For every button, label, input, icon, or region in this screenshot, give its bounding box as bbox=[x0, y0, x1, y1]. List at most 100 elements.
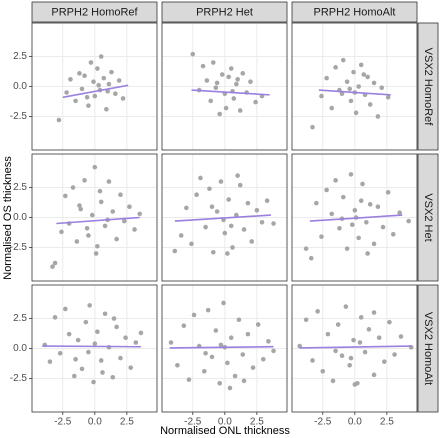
fit-line bbox=[169, 345, 274, 349]
point bbox=[330, 378, 336, 384]
point bbox=[89, 212, 95, 218]
point bbox=[56, 117, 62, 123]
x-tick-label: 2.5 bbox=[380, 417, 394, 428]
point bbox=[241, 227, 247, 232]
row-strip-label: VSX2 HomoAlt bbox=[422, 312, 434, 385]
point bbox=[208, 98, 214, 104]
point bbox=[364, 219, 369, 225]
point bbox=[310, 358, 315, 363]
point bbox=[303, 246, 309, 251]
point bbox=[74, 239, 80, 244]
row-strip-label: VSX2 HomoRef bbox=[422, 48, 434, 127]
point bbox=[235, 173, 240, 178]
point bbox=[245, 331, 251, 337]
point bbox=[260, 356, 266, 362]
point bbox=[79, 86, 85, 92]
point bbox=[84, 225, 90, 231]
x-tick-label: 2.5 bbox=[120, 417, 134, 428]
point bbox=[357, 340, 363, 345]
point bbox=[352, 208, 358, 213]
point bbox=[351, 337, 356, 343]
x-tick-label: -2.5 bbox=[54, 417, 72, 428]
point bbox=[128, 365, 134, 370]
point bbox=[116, 78, 122, 83]
point bbox=[91, 379, 96, 385]
point bbox=[98, 54, 104, 59]
point bbox=[356, 84, 361, 89]
point bbox=[375, 204, 381, 210]
point bbox=[95, 243, 100, 249]
point bbox=[83, 319, 89, 325]
point bbox=[88, 60, 94, 65]
point bbox=[78, 206, 84, 212]
point bbox=[248, 79, 253, 85]
point bbox=[375, 114, 381, 119]
point bbox=[371, 310, 377, 315]
point bbox=[387, 319, 392, 325]
point bbox=[210, 249, 216, 255]
point bbox=[385, 94, 391, 100]
row-strip bbox=[417, 284, 439, 413]
point bbox=[352, 382, 358, 387]
point bbox=[209, 354, 215, 360]
fit-line bbox=[299, 345, 412, 349]
column-strip bbox=[291, 1, 418, 23]
point bbox=[184, 205, 189, 211]
point bbox=[379, 85, 385, 90]
point bbox=[337, 225, 342, 231]
point bbox=[347, 86, 352, 92]
point bbox=[219, 72, 225, 77]
point bbox=[333, 348, 338, 354]
point bbox=[186, 377, 192, 382]
point bbox=[353, 110, 359, 116]
point bbox=[392, 352, 397, 357]
point bbox=[382, 359, 387, 364]
point bbox=[390, 231, 396, 237]
row-strip-label: VSX2 Het bbox=[422, 193, 434, 241]
y-tick-label: 2.5 bbox=[13, 313, 27, 324]
x-tick-label: 0.0 bbox=[348, 417, 362, 428]
point bbox=[241, 378, 247, 384]
fit-line bbox=[191, 89, 270, 96]
point bbox=[371, 80, 377, 86]
point bbox=[172, 248, 178, 254]
point bbox=[64, 90, 69, 95]
point bbox=[214, 80, 220, 86]
point bbox=[102, 311, 108, 317]
point bbox=[97, 188, 103, 194]
point bbox=[63, 306, 68, 312]
point bbox=[221, 300, 226, 306]
point bbox=[271, 221, 276, 226]
x-tick-label: 0.0 bbox=[88, 417, 102, 428]
point bbox=[351, 69, 356, 75]
point bbox=[50, 264, 55, 269]
point bbox=[255, 322, 261, 327]
point bbox=[203, 350, 208, 356]
point bbox=[236, 317, 242, 323]
point bbox=[398, 334, 404, 339]
point bbox=[210, 60, 216, 65]
point bbox=[225, 360, 230, 366]
point bbox=[91, 79, 96, 85]
point bbox=[340, 57, 346, 63]
point bbox=[118, 355, 123, 361]
point bbox=[86, 103, 91, 108]
point bbox=[137, 211, 142, 217]
point bbox=[106, 179, 112, 184]
point bbox=[106, 81, 112, 87]
point bbox=[240, 71, 246, 76]
column-strip bbox=[31, 1, 158, 23]
point bbox=[227, 385, 233, 391]
point bbox=[232, 373, 238, 379]
point bbox=[122, 218, 127, 224]
point bbox=[120, 96, 126, 101]
point bbox=[82, 73, 87, 79]
panel-border bbox=[161, 153, 288, 282]
point bbox=[70, 185, 76, 190]
point bbox=[367, 202, 373, 207]
point bbox=[218, 342, 224, 348]
y-tick-label: -2.5 bbox=[10, 373, 28, 384]
point bbox=[325, 331, 331, 337]
point bbox=[217, 380, 222, 386]
